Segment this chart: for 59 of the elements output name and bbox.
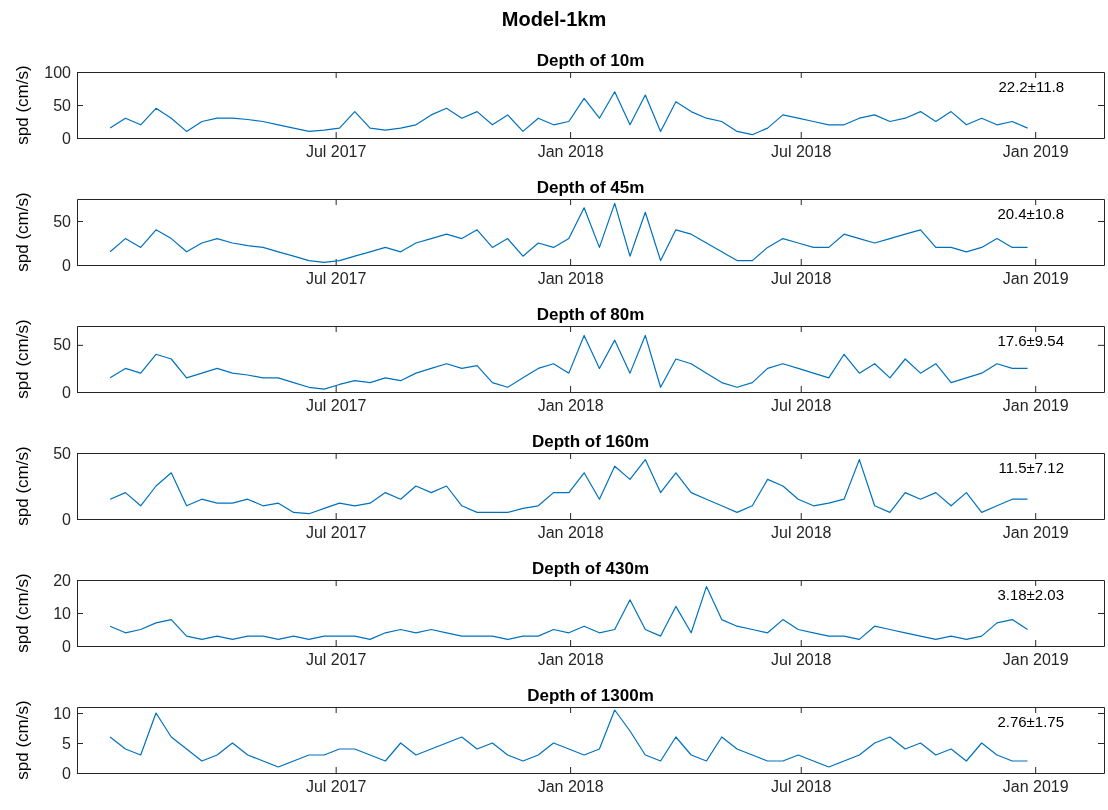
y-tick-label: 0 — [62, 510, 72, 528]
y-tick-label: 0 — [62, 256, 72, 274]
x-tick-label: Jan 2018 — [537, 143, 604, 161]
annotation: 17.6±9.54 — [997, 332, 1064, 349]
annotation: 20.4±10.8 — [997, 205, 1064, 222]
x-tick-label: Jan 2019 — [1002, 651, 1069, 669]
x-tick-label: Jul 2017 — [305, 778, 367, 796]
x-tick-label: Jul 2018 — [770, 397, 832, 415]
text: Model-1km — [501, 8, 607, 30]
annotation: 2.76±1.75 — [997, 713, 1064, 730]
y-tick-label: 50 — [53, 336, 72, 354]
line-series — [109, 91, 1029, 136]
x-tick-label: Jan 2018 — [537, 524, 604, 542]
x-tick-label: Jul 2017 — [305, 397, 367, 415]
annotation: 3.18±2.03 — [997, 586, 1064, 603]
x-tick-label: Jan 2018 — [537, 270, 604, 288]
y-tick-label: 20 — [53, 571, 72, 589]
y-tick-label: 50 — [53, 96, 72, 114]
x-tick-label: Jul 2017 — [305, 524, 367, 542]
y-axis-title: spd (cm/s) — [13, 192, 32, 272]
y-tick-label: 0 — [62, 383, 72, 401]
y-tick-label: 0 — [62, 637, 72, 655]
x-tick-label: Jul 2018 — [770, 651, 832, 669]
annotation: 22.2±11.8 — [998, 78, 1064, 95]
y-axis-title: spd (cm/s) — [13, 446, 32, 526]
y-axis-title: spd (cm/s) — [13, 573, 32, 653]
chart-title: Depth of 430m — [531, 559, 650, 578]
x-tick-label: Jan 2019 — [1002, 778, 1069, 796]
y-axis-title: spd (cm/s) — [13, 319, 32, 399]
y-axis-title: spd (cm/s) — [13, 700, 32, 780]
y-tick-label: 50 — [53, 212, 72, 230]
x-tick-label: Jul 2018 — [770, 524, 832, 542]
chart-title: Depth of 1300m — [527, 686, 654, 705]
x-tick-label: Jan 2018 — [537, 778, 604, 796]
x-tick-label: Jul 2017 — [305, 270, 367, 288]
x-tick-label: Jan 2019 — [1002, 143, 1069, 161]
y-axis-title: spd (cm/s) — [13, 65, 32, 145]
chart-title: Depth of 45m — [536, 178, 645, 197]
x-tick-label: Jul 2017 — [305, 651, 367, 669]
chart-title: Depth of 160m — [531, 432, 650, 451]
x-tick-label: Jul 2018 — [770, 143, 832, 161]
x-tick-label: Jan 2018 — [537, 397, 604, 415]
x-tick-label: Jan 2019 — [1002, 397, 1069, 415]
y-tick-label: 50 — [53, 444, 72, 462]
chart-title: Depth of 80m — [536, 305, 645, 324]
annotation: 11.5±7.12 — [998, 459, 1064, 476]
x-tick-label: Jul 2017 — [305, 143, 367, 161]
x-tick-label: Jul 2018 — [770, 778, 832, 796]
x-tick-label: Jul 2018 — [770, 270, 832, 288]
y-tick-label: 0 — [62, 129, 72, 147]
y-tick-label: 0 — [62, 764, 72, 782]
y-tick-label: 5 — [62, 734, 72, 752]
y-tick-label: 10 — [53, 704, 72, 722]
y-tick-label: 100 — [44, 63, 72, 81]
y-tick-label: 10 — [53, 604, 72, 622]
chart-title: Depth of 10m — [536, 51, 645, 70]
x-tick-label: Jan 2019 — [1002, 270, 1069, 288]
x-tick-label: Jan 2018 — [537, 651, 604, 669]
x-tick-label: Jan 2019 — [1002, 524, 1069, 542]
